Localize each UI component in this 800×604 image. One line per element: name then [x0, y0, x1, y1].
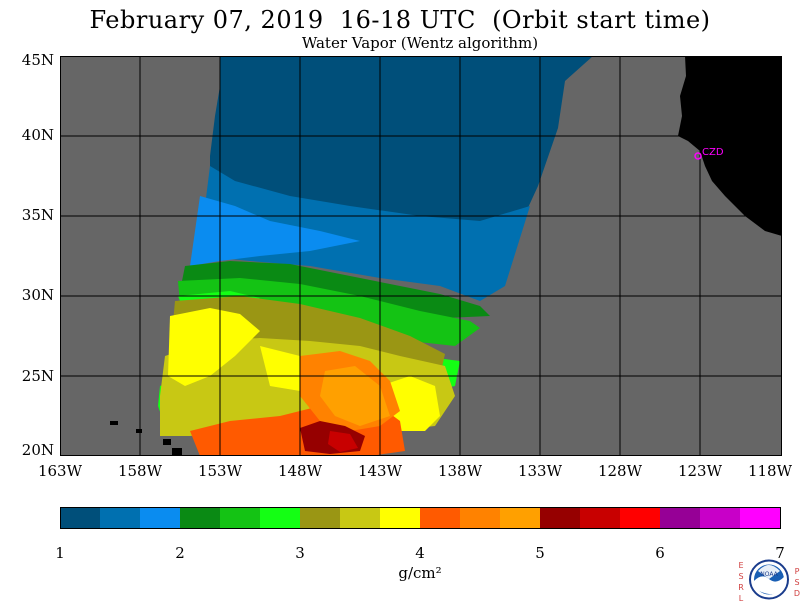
swath-amber [320, 366, 390, 426]
lat-label-40n: 40N [21, 126, 54, 144]
colorbar-tick-4: 4 [415, 544, 425, 562]
colorbar-swatch [220, 507, 261, 529]
map-subtitle: Water Vapor (Wentz algorithm) [301, 34, 539, 52]
logo-letter: S [738, 572, 744, 581]
colorbar-swatch [580, 507, 621, 529]
lat-label-30n: 30N [21, 286, 54, 304]
graticule [60, 56, 782, 456]
colorbar-tick-5: 5 [535, 544, 545, 562]
swath-medium-blue [200, 166, 530, 301]
station-marker: CZD [694, 147, 724, 160]
colorbar-tick-7: 7 [775, 544, 785, 562]
colorbar-tick-3: 3 [295, 544, 305, 562]
colorbar-swatch [180, 507, 221, 529]
colorbar-swatch [540, 507, 581, 529]
logo-left-letters: E S R L [737, 560, 745, 604]
lon-label-158w: 158W [117, 462, 163, 480]
lat-label-35n: 35N [21, 206, 54, 224]
logo-text: NOAA [760, 571, 778, 578]
colorbar-swatch [340, 507, 381, 529]
lat-label-25n: 25N [21, 367, 54, 385]
map-border [60, 56, 782, 456]
lon-label-163w: 163W [37, 462, 83, 480]
colorbar-swatch [740, 507, 781, 529]
noaa-logo-icon: NOAA [749, 559, 789, 600]
coastline-land [678, 56, 782, 236]
lon-label-128w: 128W [597, 462, 643, 480]
logo-letter: L [738, 594, 744, 603]
colorbar-swatch [420, 507, 461, 529]
logo-letter: D [793, 589, 800, 598]
map-title: February 07, 2019 16-18 UTC (Orbit start… [89, 6, 711, 34]
colorbar-border [60, 507, 781, 529]
logo-letter: S [794, 578, 800, 587]
colorbar-swatches [60, 507, 781, 529]
colorbar-swatch [620, 507, 661, 529]
colorbar-swatch [260, 507, 301, 529]
colorbar-units: g/cm² [398, 564, 442, 582]
colorbar [60, 507, 781, 529]
lon-label-118w: 118W [747, 462, 793, 480]
swath-yellow [168, 308, 260, 386]
swath-red [328, 431, 358, 452]
hawaiian-islands [110, 421, 182, 456]
logo-letter: R [738, 583, 744, 592]
lon-label-133w: 133W [517, 462, 563, 480]
logo-right-letters: P S D [793, 566, 800, 599]
colorbar-swatch [460, 507, 501, 529]
lat-label-20n: 20N [21, 441, 54, 459]
lat-label-45n: 45N [21, 51, 54, 69]
colorbar-swatch [380, 507, 421, 529]
lon-label-153w: 153W [197, 462, 243, 480]
colorbar-swatch [700, 507, 741, 529]
water-vapor-map: CZD [60, 56, 782, 456]
swath-light-blue [190, 196, 360, 266]
colorbar-tick-1: 1 [55, 544, 65, 562]
swath-dark-green [180, 261, 490, 318]
lon-label-148w: 148W [277, 462, 323, 480]
colorbar-tick-2: 2 [175, 544, 185, 562]
lon-label-123w: 123W [677, 462, 723, 480]
colorbar-tick-6: 6 [655, 544, 665, 562]
colorbar-swatch [140, 507, 181, 529]
colorbar-swatch [60, 507, 101, 529]
swath-dark-blue [210, 56, 593, 236]
station-label: CZD [702, 147, 724, 158]
colorbar-swatch [300, 507, 341, 529]
satellite-swath [158, 56, 593, 456]
logo-letter: E [738, 561, 744, 570]
logo-letter: P [794, 567, 800, 576]
lon-label-143w: 143W [357, 462, 403, 480]
colorbar-swatch [500, 507, 541, 529]
lon-label-138w: 138W [437, 462, 483, 480]
colorbar-swatch [100, 507, 141, 529]
colorbar-swatch [660, 507, 701, 529]
